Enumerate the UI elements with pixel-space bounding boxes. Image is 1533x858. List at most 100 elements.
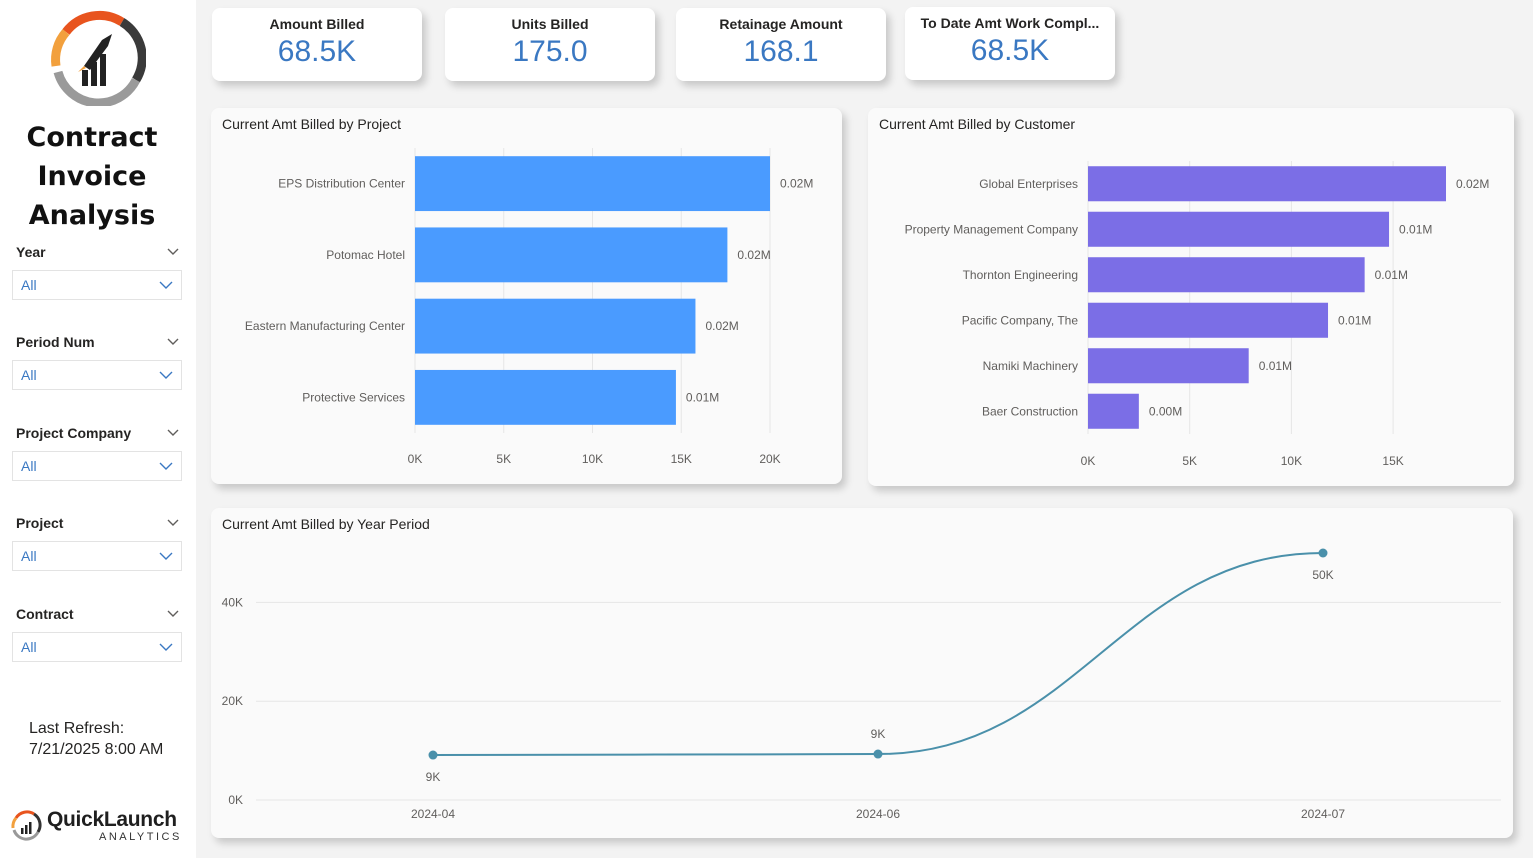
category-label: Property Management Company [905,222,1078,236]
y-tick-label: 40K [222,595,243,609]
kpi-label: To Date Amt Work Compl... [920,15,1100,31]
x-tick-label: 2024-07 [1301,807,1345,821]
slicer-period-num-dropdown[interactable]: All [12,360,182,390]
chart-title: Current Amt Billed by Year Period [222,516,430,532]
slicer-project-company-header[interactable]: Project Company [12,423,182,443]
slicer-project: Project All [12,513,182,571]
customer-bar-chart: 0K 5K 10K 15K Global Enterprises 0.02M Propert… [905,161,1489,468]
x-tick-label: 2024-04 [411,807,455,821]
data-label: 0.02M [737,248,770,262]
slicer-contract-value: All [21,639,37,655]
data-point [873,749,883,759]
slicer-period-num-value: All [21,367,37,383]
title-line-1: Contract [26,122,158,153]
data-point [428,750,438,760]
slicer-project-dropdown[interactable]: All [12,541,182,571]
chevron-down-icon[interactable] [164,517,182,529]
slicer-project-value: All [21,548,37,564]
chart-panel-by-project[interactable]: Current Amt Billed by Project 0K 5K 10K 15K… [211,108,842,484]
last-refresh: Last Refresh: 7/21/2025 8:00 AM [29,718,163,760]
category-label: Pacific Company, The [962,313,1079,327]
slicer-year-label: Year [16,244,46,260]
x-tick-label: 2024-06 [856,807,900,821]
kpi-value: 168.1 [743,35,819,68]
kpi-value: 68.5K [970,34,1050,67]
last-refresh-label: Last Refresh: [29,720,125,737]
kpi-card-retainage-amount[interactable]: Retainage Amount 168.1 [676,8,886,81]
chart-title: Current Amt Billed by Project [222,116,401,132]
last-refresh-time: 7/21/2025 8:00 AM [29,741,164,758]
bar [415,298,696,354]
data-label: 0.02M [705,319,738,333]
bar [415,227,728,283]
data-point [1318,548,1328,558]
kpi-label: Retainage Amount [719,16,843,32]
category-label: EPS Distribution Center [278,177,405,191]
bar [1088,348,1249,384]
category-label: Namiki Machinery [983,359,1078,373]
data-label: 0.01M [1399,222,1432,236]
slicer-period-num-label: Period Num [16,334,95,350]
bar [1088,166,1446,202]
dashboard-title: Contract Invoice Analysis [0,118,184,235]
slicer-contract-label: Contract [16,606,74,622]
x-tick-label: 10K [582,452,603,466]
chevron-down-icon [159,552,173,560]
chevron-down-icon [159,281,173,289]
slicer-project-company: Project Company All [12,423,182,481]
bar [1088,393,1139,429]
brand-subtitle: ANALYTICS [99,831,182,843]
slicer-contract: Contract All [12,604,182,662]
slicer-project-company-dropdown[interactable]: All [12,451,182,481]
slicer-project-company-value: All [21,458,37,474]
kpi-card-amount-billed[interactable]: Amount Billed 68.5K [212,8,422,81]
chevron-down-icon[interactable] [164,246,182,258]
x-tick-label: 5K [1182,454,1197,468]
slicer-contract-header[interactable]: Contract [12,604,182,624]
data-label: 9K [871,727,886,741]
data-label: 0.01M [1259,359,1292,373]
chevron-down-icon[interactable] [164,427,182,439]
category-label: Baer Construction [982,404,1078,418]
project-bar-chart: 0K 5K 10K 15K 20K EPS Distribution Center 0.02… [245,148,813,466]
sidebar: Contract Invoice Analysis Year All Perio… [0,0,196,858]
bar [1088,257,1365,293]
chevron-down-icon [159,643,173,651]
data-label: 0.00M [1149,404,1182,418]
slicer-project-label: Project [16,515,64,531]
slicer-project-header[interactable]: Project [12,513,182,533]
y-tick-label: 20K [222,694,243,708]
chevron-down-icon[interactable] [164,608,182,620]
x-tick-label: 0K [1081,454,1096,468]
data-label: 0.01M [1338,313,1371,327]
title-line-3: Analysis [28,200,156,231]
data-label: 0.02M [780,177,813,191]
chevron-down-icon[interactable] [164,336,182,348]
slicer-period-num: Period Num All [12,332,182,390]
slicer-contract-dropdown[interactable]: All [12,632,182,662]
series-line [432,552,1324,757]
year-period-line-chart: 0K 20K 40K 9K 2024-04 9K 2024-06 50K 2024-07 [222,548,1501,821]
kpi-value: 68.5K [277,35,357,68]
bar [1088,211,1390,247]
bar [1088,302,1329,338]
slicer-project-company-label: Project Company [16,425,132,441]
chart-panel-by-customer[interactable]: Current Amt Billed by Customer 0K 5K 10K 15… [868,108,1514,486]
title-line-2: Invoice [37,161,147,192]
slicer-year-header[interactable]: Year [12,242,182,262]
slicer-year-value: All [21,277,37,293]
kpi-card-to-date-work-completed[interactable]: To Date Amt Work Compl... 68.5K [905,7,1115,80]
category-label: Eastern Manufacturing Center [245,319,405,333]
category-label: Global Enterprises [979,177,1078,191]
slicer-period-num-header[interactable]: Period Num [12,332,182,352]
kpi-value: 175.0 [512,35,588,68]
quicklaunch-logo-icon [11,810,42,841]
data-label: 50K [1312,568,1333,582]
slicer-year-dropdown[interactable]: All [12,270,182,300]
x-tick-label: 15K [671,452,692,466]
category-label: Potomac Hotel [326,248,405,262]
kpi-card-units-billed[interactable]: Units Billed 175.0 [445,8,655,81]
chart-panel-by-year-period[interactable]: Current Amt Billed by Year Period 0K 20K 4… [211,508,1513,838]
chevron-down-icon [159,371,173,379]
category-label: Protective Services [302,390,405,404]
